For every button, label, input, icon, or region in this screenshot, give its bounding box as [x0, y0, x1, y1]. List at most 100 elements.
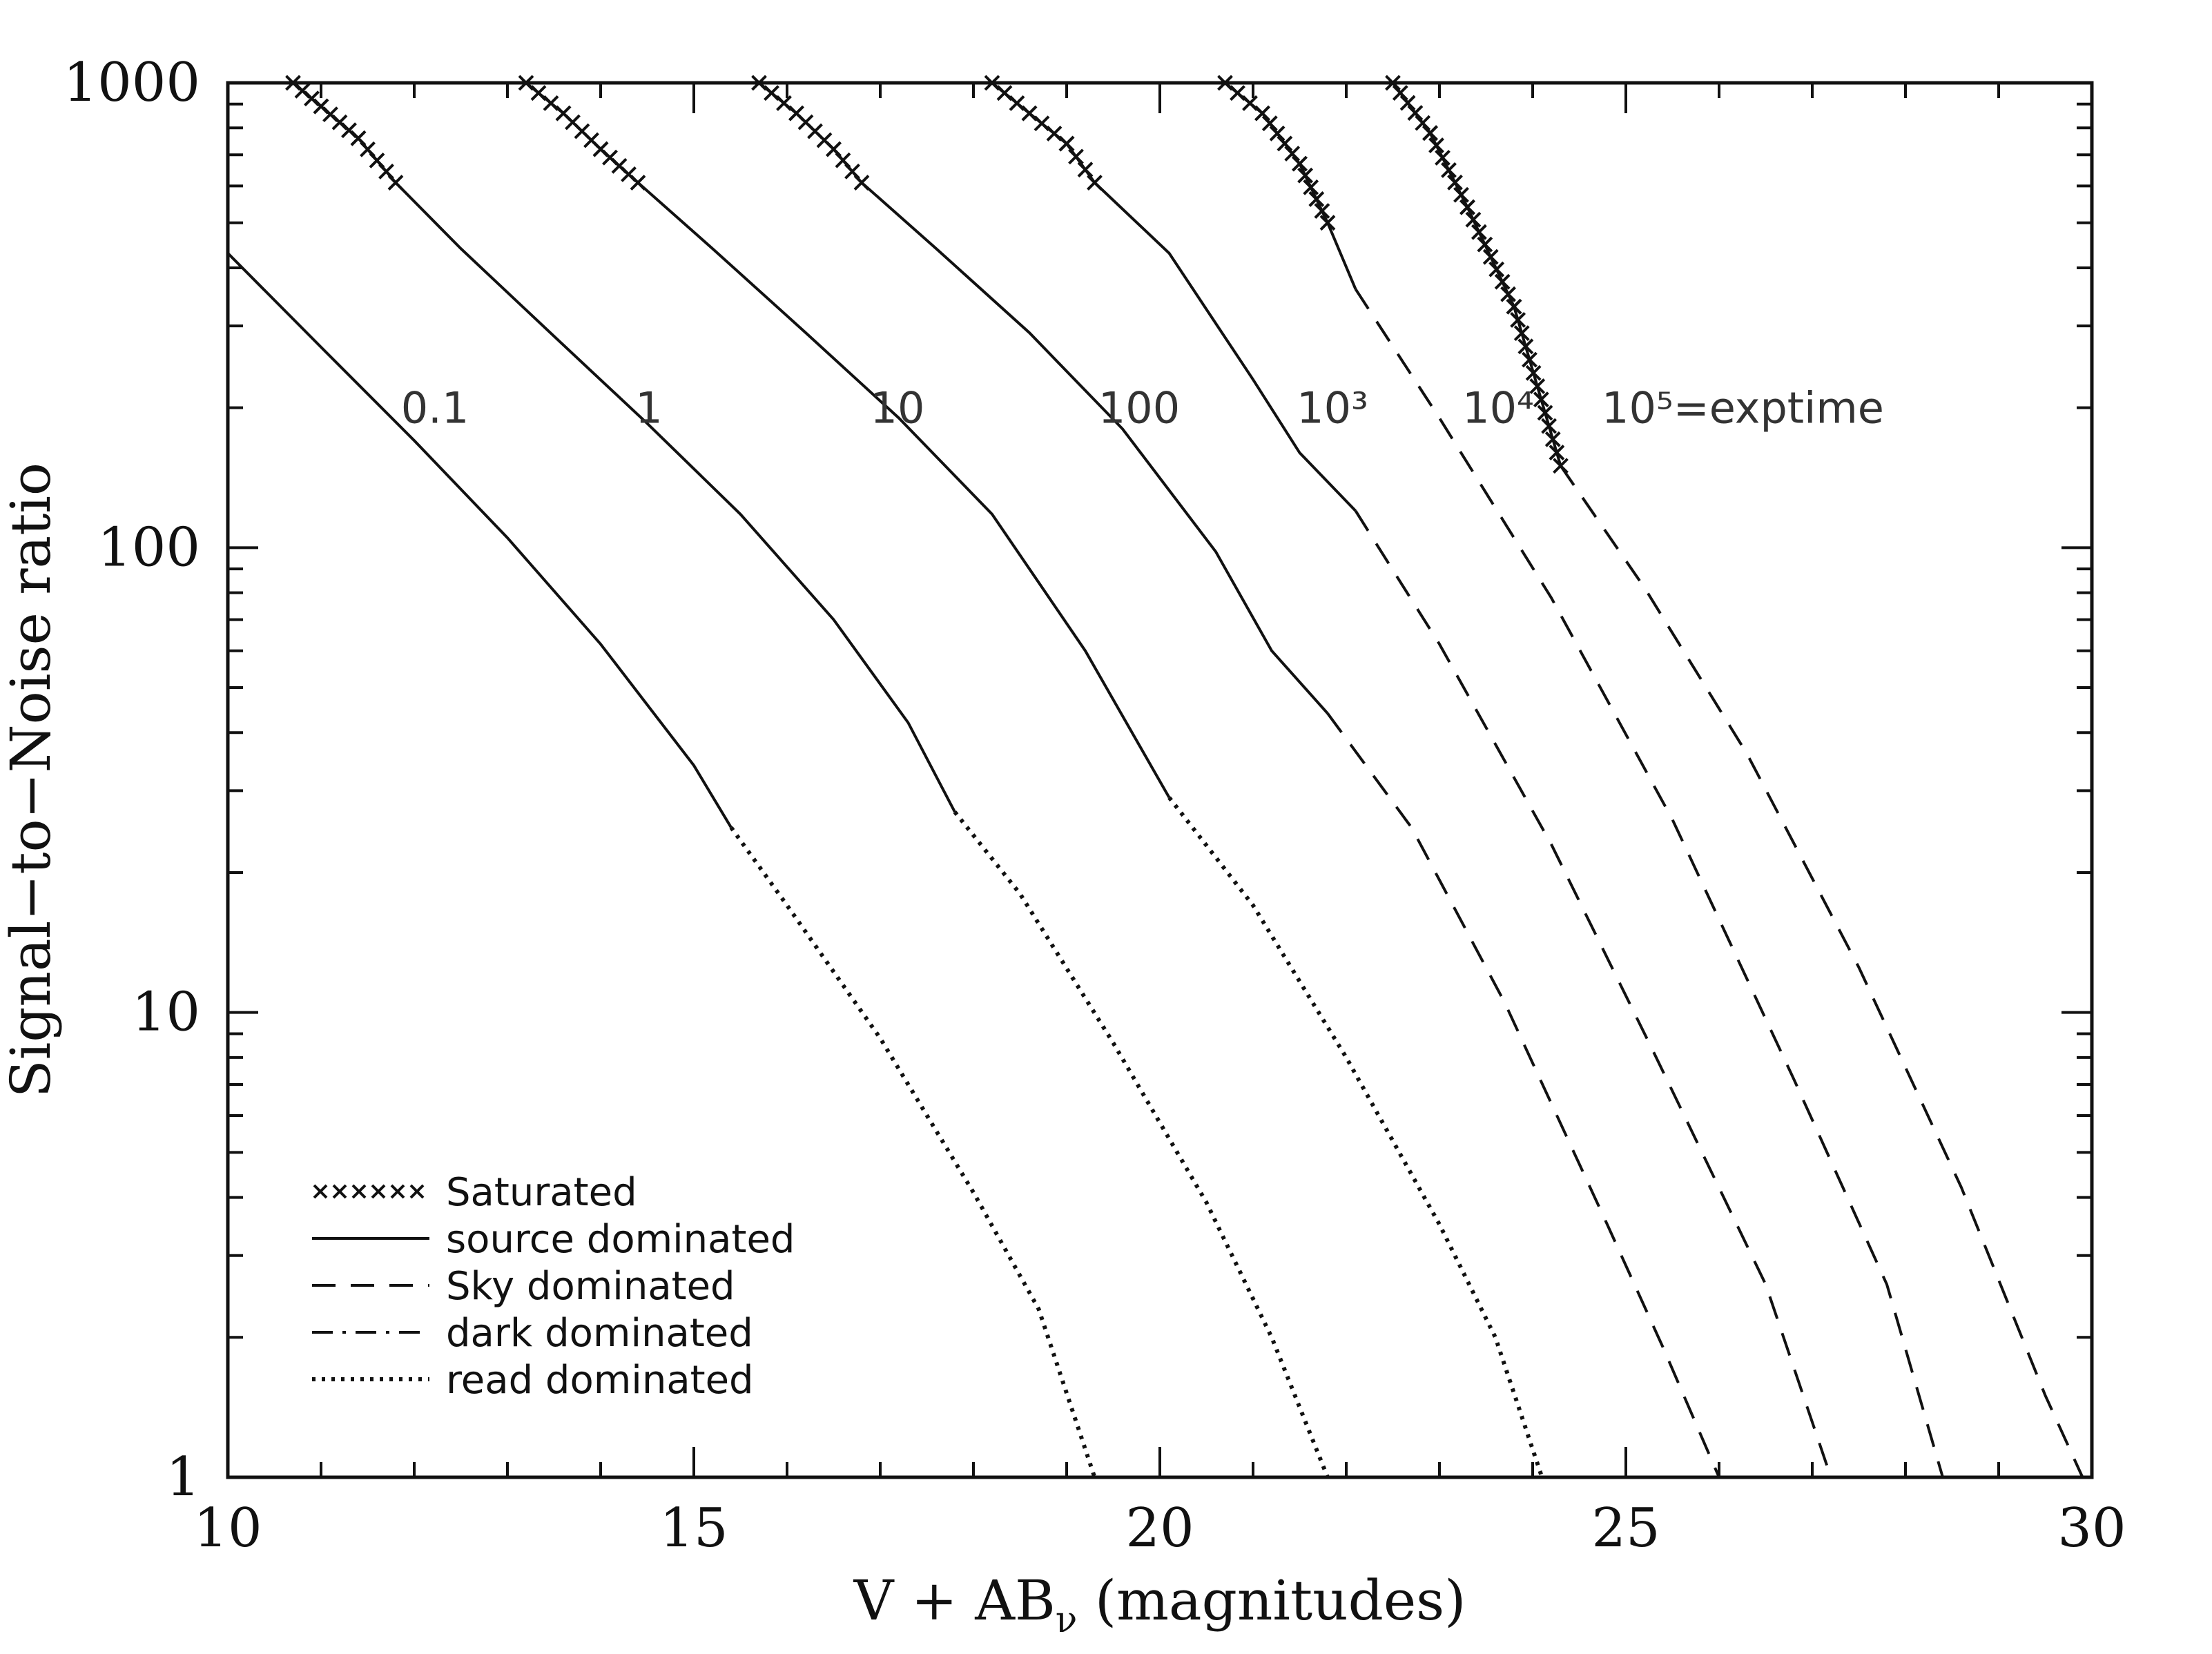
y-tick-label: 1: [166, 1446, 200, 1508]
dotted-segment: [953, 810, 1330, 1479]
saturated-marker: [1447, 174, 1463, 191]
saturated-markers: [285, 75, 404, 191]
x-axis-title-sub: ν: [1056, 1599, 1078, 1641]
dashed-segment: [1354, 509, 1832, 1478]
saturated-marker: [1428, 137, 1444, 153]
curve-label: 10³: [1297, 383, 1368, 434]
saturated-marker: [1021, 105, 1038, 121]
saturated-marker: [1046, 125, 1063, 142]
x-tick-label: 25: [1591, 1497, 1660, 1559]
saturated-marker: [1297, 167, 1314, 184]
saturated-marker: [1068, 148, 1084, 165]
x-tick-label: 15: [659, 1497, 728, 1559]
saturated-marker: [1529, 378, 1546, 394]
solid-segment: [1326, 222, 1357, 290]
saturated-marker: [1009, 95, 1025, 111]
saturated-marker: [1277, 135, 1293, 152]
x-axis-title-main: V + AB: [853, 1568, 1056, 1633]
saturated-marker: [1254, 105, 1270, 121]
y-tick-labels: 1 10 100 1000: [63, 52, 200, 1508]
saturated-marker: [1303, 179, 1319, 195]
axis-ticks: [226, 81, 2093, 1479]
dashed-segment: [1354, 288, 1944, 1478]
solid-segment: [860, 182, 1329, 714]
solid-segment: [394, 182, 956, 813]
saturated-marker: [1077, 162, 1094, 178]
saturated-markers: [1385, 75, 1569, 474]
legend-saturated-marker: [371, 1184, 386, 1199]
saturated-marker: [764, 85, 779, 101]
saturated-marker: [543, 95, 559, 111]
y-tick-label: 1000: [63, 52, 200, 114]
legend-saturated-swatch: [313, 1184, 425, 1199]
legend-label: source dominated: [446, 1217, 795, 1262]
x-tick-labels: 10 15 20 25 30: [193, 1497, 2126, 1559]
saturated-marker: [1471, 224, 1487, 240]
saturated-marker: [1549, 445, 1565, 460]
saturated-marker: [1513, 325, 1530, 342]
series-exptime-5: [1217, 75, 1944, 1478]
legend-label: read dominated: [446, 1358, 754, 1403]
saturated-marker: [1292, 155, 1308, 172]
series-exptime-6: [1385, 75, 2084, 1478]
series-exptime-1: [285, 75, 1330, 1479]
dashed-segment: [1559, 465, 2084, 1478]
series-exptime-3: [751, 75, 1720, 1478]
saturated-marker: [1269, 125, 1286, 142]
saturated-marker: [1407, 105, 1424, 121]
legend-saturated-marker: [351, 1184, 367, 1199]
saturated-marker: [776, 95, 792, 111]
saturated-marker: [1541, 418, 1558, 434]
x-axis-title: V + ABν (magnitudes): [853, 1568, 1466, 1641]
saturated-marker: [1435, 150, 1451, 166]
saturated-marker: [1500, 286, 1516, 302]
saturated-marker: [996, 85, 1013, 101]
x-axis-title-suffix: (magnitudes): [1077, 1568, 1466, 1633]
legend-saturated-marker: [313, 1184, 328, 1199]
legend-label: Sky dominated: [446, 1264, 735, 1309]
saturated-marker: [1465, 211, 1482, 228]
curve-label: 10⁵=exptime: [1602, 383, 1884, 434]
curve-label: 10⁴: [1462, 383, 1534, 434]
y-tick-label: 10: [132, 982, 200, 1044]
saturated-marker: [1488, 261, 1505, 278]
saturated-marker: [1537, 405, 1553, 421]
series-exptime-4: [984, 75, 1832, 1478]
saturated-marker: [1517, 338, 1534, 355]
legend-label: dark dominated: [446, 1311, 753, 1356]
saturated-marker: [1242, 95, 1258, 111]
curve-label: 0.1: [401, 383, 469, 434]
saturated-markers: [1217, 75, 1336, 231]
saturated-marker: [1506, 298, 1522, 315]
curve-label: 100: [1098, 383, 1180, 434]
saturated-marker: [1415, 115, 1431, 131]
x-tick-label: 30: [2057, 1497, 2126, 1559]
x-tick-label: 20: [1125, 1497, 1194, 1559]
saturated-marker: [1392, 85, 1408, 101]
dashed-segment: [1326, 712, 1720, 1478]
x-tick-label: 10: [193, 1497, 262, 1559]
saturated-marker: [1459, 199, 1475, 215]
saturated-marker: [1308, 191, 1325, 207]
saturated-marker: [1522, 351, 1537, 368]
saturated-marker: [1422, 125, 1438, 142]
saturated-marker: [530, 85, 547, 101]
saturated-marker: [1441, 162, 1457, 178]
saturated-marker: [1510, 311, 1526, 328]
saturated-marker: [1533, 391, 1549, 408]
saturated-marker: [1034, 115, 1050, 132]
saturated-marker: [1477, 236, 1493, 253]
curve-label: 10: [871, 383, 925, 434]
y-tick-label: 100: [97, 516, 200, 578]
saturated-marker: [1399, 95, 1416, 111]
saturated-marker: [1261, 115, 1278, 132]
saturated-marker: [1230, 85, 1245, 101]
legend-saturated-marker: [332, 1184, 347, 1199]
solid-segment: [1094, 182, 1357, 512]
series-exptime-2: [518, 75, 1544, 1478]
y-axis-title: Signal−to−Noise ratio: [0, 463, 63, 1098]
saturated-marker: [1544, 431, 1561, 447]
saturated-marker: [1494, 273, 1511, 290]
